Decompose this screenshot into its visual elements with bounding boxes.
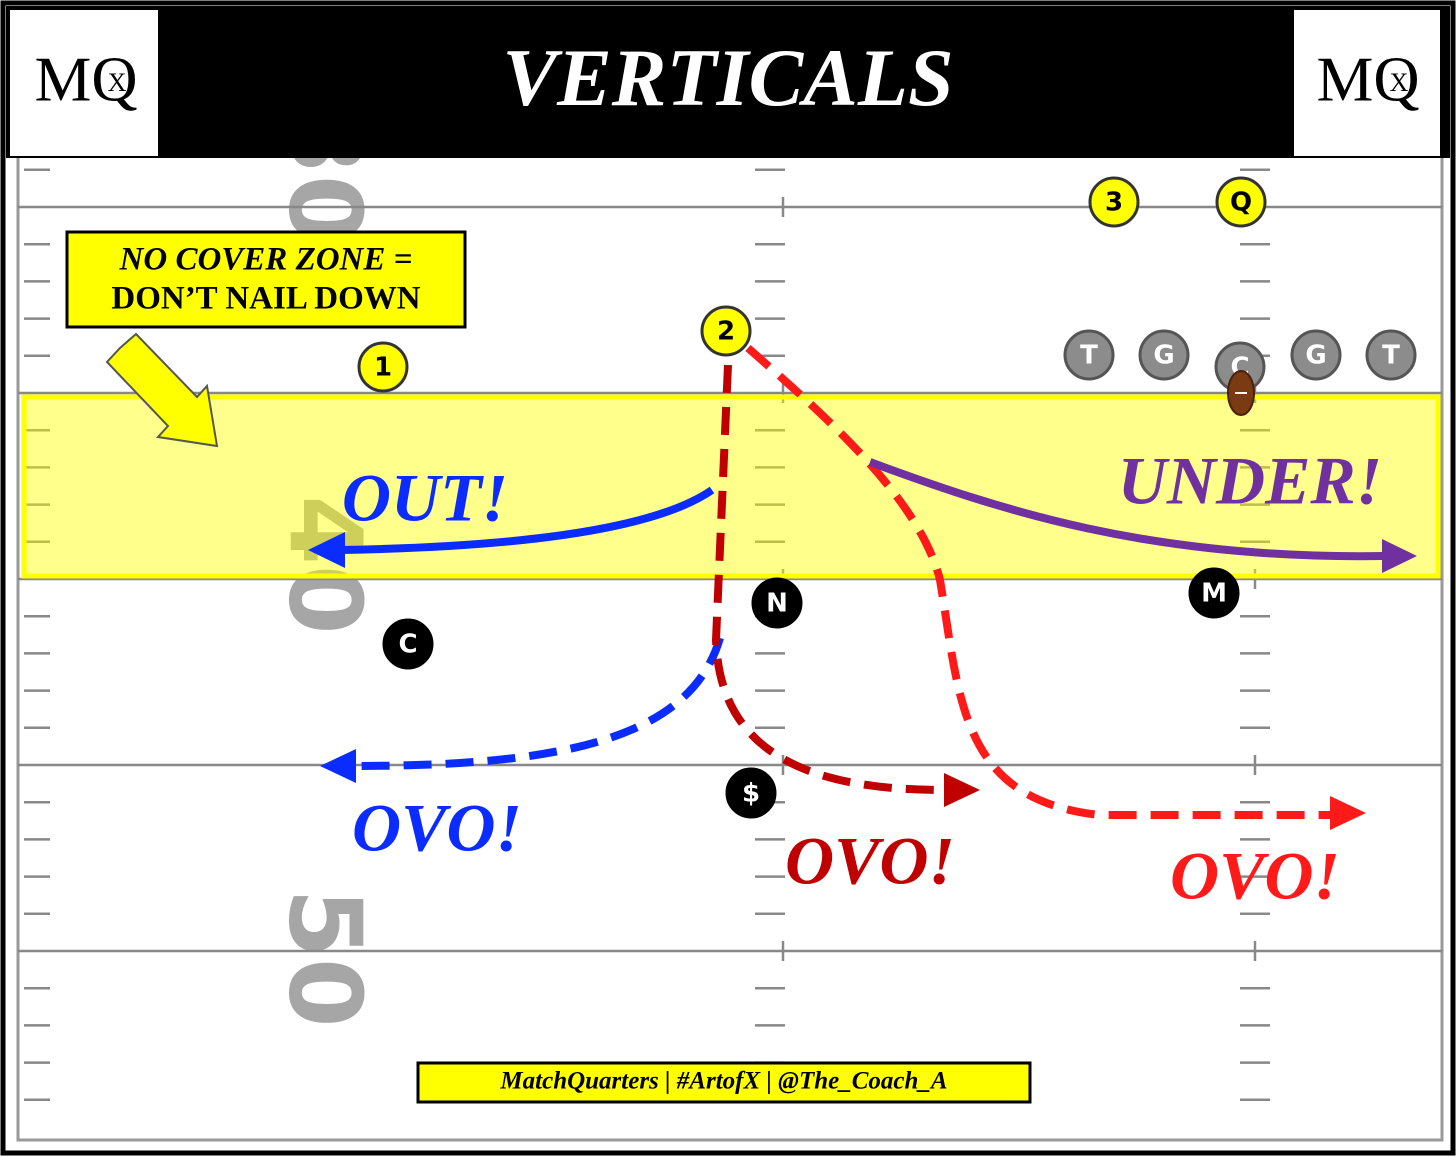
player-label: $ bbox=[742, 779, 760, 809]
header-bar bbox=[6, 6, 1450, 158]
route-ovo bbox=[711, 364, 946, 794]
route-ovo bbox=[745, 344, 1330, 819]
callout-arrow bbox=[105, 332, 219, 448]
yard-number: 40 bbox=[267, 495, 384, 634]
player-marker bbox=[1088, 176, 1140, 228]
arrowhead bbox=[1330, 796, 1366, 830]
route-label: OUT! bbox=[342, 460, 508, 536]
player-marker bbox=[751, 577, 803, 629]
callout-text: NO COVER ZONE = bbox=[119, 242, 413, 278]
player-marker bbox=[382, 618, 434, 670]
player-label: 1 bbox=[374, 353, 392, 383]
route-label: UNDER! bbox=[1118, 443, 1383, 519]
player-marker bbox=[700, 305, 752, 357]
footer-box bbox=[416, 1061, 1032, 1104]
player-label: 2 bbox=[717, 317, 735, 347]
logo-letters: MQ bbox=[1316, 44, 1419, 115]
player-label: M bbox=[1201, 579, 1227, 609]
logo-mark: X bbox=[1390, 68, 1409, 97]
player-marker bbox=[1188, 567, 1240, 619]
player-label: T bbox=[1382, 341, 1400, 371]
yard-number: 50 bbox=[267, 888, 384, 1027]
player-marker bbox=[357, 341, 409, 393]
callout-box bbox=[65, 230, 467, 329]
players: 123 QT G C G TCN M$ bbox=[357, 176, 1417, 819]
arrowhead bbox=[320, 749, 356, 783]
player-label: N bbox=[766, 589, 788, 619]
player-label: Q bbox=[1230, 188, 1252, 218]
route-label: OVO! bbox=[1170, 838, 1340, 914]
player-marker bbox=[1290, 329, 1342, 381]
player-label: T bbox=[1080, 341, 1098, 371]
route-label: OVO! bbox=[352, 790, 522, 866]
logo-letters: MQ bbox=[34, 44, 137, 115]
logo-mark: X bbox=[108, 68, 127, 97]
arrowhead bbox=[308, 532, 345, 568]
player-marker bbox=[1063, 329, 1115, 381]
callout-text: DON’T NAIL DOWN bbox=[111, 281, 420, 317]
route-label: OVO! bbox=[785, 823, 955, 899]
title: VERTICALS bbox=[502, 32, 953, 123]
player-marker bbox=[1138, 329, 1190, 381]
player-marker bbox=[1215, 176, 1267, 228]
routes bbox=[308, 344, 1417, 830]
route-under bbox=[868, 458, 1386, 561]
player-marker bbox=[1365, 329, 1417, 381]
player-label: G bbox=[1153, 341, 1174, 371]
logo-box bbox=[1294, 10, 1440, 156]
arrowhead bbox=[1382, 539, 1417, 573]
route-out bbox=[339, 486, 715, 554]
footer-text: MatchQuarters | #ArtofX | @The_Coach_A bbox=[499, 1068, 947, 1095]
logo-box bbox=[10, 10, 158, 156]
player-marker bbox=[725, 767, 777, 819]
player-label: 3 bbox=[1105, 188, 1123, 218]
arrowhead bbox=[944, 773, 980, 807]
player-label: C bbox=[398, 630, 417, 660]
player-label: G bbox=[1305, 341, 1326, 371]
